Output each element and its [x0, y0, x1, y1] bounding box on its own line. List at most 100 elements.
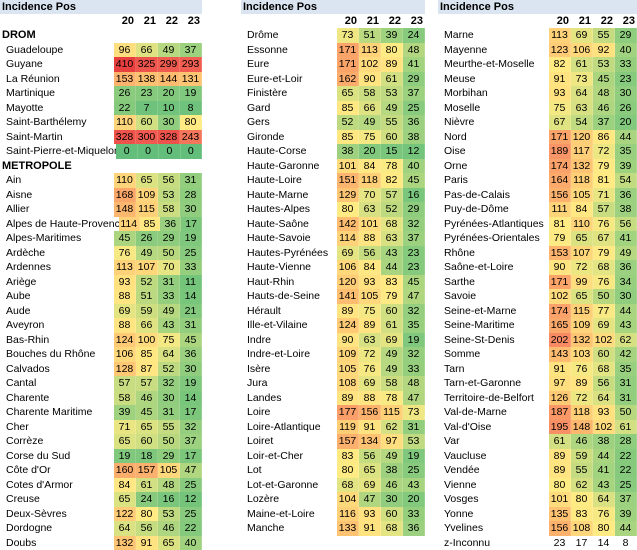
value-cell: 88 [359, 391, 381, 406]
value-cell: 52 [158, 362, 180, 377]
row-label: Savoie [438, 289, 549, 304]
value-cell: 72 [593, 144, 615, 159]
value-cell: 15 [381, 144, 403, 159]
row-label: Hérault [241, 304, 337, 319]
row-label: Corrèze [0, 434, 114, 449]
value-cell: 84 [359, 159, 381, 174]
value-cell: 30 [180, 202, 202, 217]
value-cell: 110 [114, 115, 136, 130]
row-label: Saône-et-Loire [438, 260, 549, 275]
value-cell: 65 [337, 86, 359, 101]
value-cell: 57 [381, 188, 403, 203]
row-label: Pyrénées-Atlantiques [438, 217, 549, 232]
value-cell: 89 [337, 304, 359, 319]
year-header: 23 [180, 14, 202, 28]
value-cell: 49 [381, 101, 403, 116]
value-cell: 60 [136, 115, 158, 130]
value-cell: 30 [158, 115, 180, 130]
row-label: Loire-Atlantique [241, 420, 337, 435]
value-cell: 64 [114, 521, 136, 536]
value-cell: 101 [549, 492, 571, 507]
value-cell: 22 [615, 463, 637, 478]
value-cell: 30 [615, 86, 637, 101]
value-cell: 37 [593, 115, 615, 130]
row-label: Haute-Savoie [241, 231, 337, 246]
value-cell: 32 [403, 217, 425, 232]
row-label: Somme [438, 347, 549, 362]
value-cell: 46 [593, 101, 615, 116]
row-label: Eure [241, 57, 337, 72]
value-cell: 72 [571, 391, 593, 406]
row-label: Hauts-de-Seine [241, 289, 337, 304]
row-label: Vosges [438, 492, 549, 507]
value-cell: 40 [403, 159, 425, 174]
value-cell: 51 [136, 289, 158, 304]
value-cell: 157 [136, 463, 158, 478]
value-cell: 19 [403, 333, 425, 348]
value-cell: 293 [180, 57, 202, 72]
value-cell: 31 [180, 173, 202, 188]
value-cell: 65 [359, 463, 381, 478]
value-cell: 133 [337, 521, 359, 536]
value-cell: 46 [158, 521, 180, 536]
row-label: Hautes-Pyrénées [241, 246, 337, 261]
row-label: Saint-Barthélemy [0, 115, 114, 130]
value-cell: 118 [359, 173, 381, 188]
value-cell: 107 [136, 260, 158, 275]
value-cell: 0 [181, 144, 202, 159]
row-label: Martinique [0, 86, 114, 101]
value-cell: 37 [180, 43, 202, 58]
row-label: Loir-et-Cher [241, 449, 337, 464]
value-cell: 328 [114, 130, 136, 145]
value-cell: 325 [136, 57, 158, 72]
year-header: 22 [381, 14, 403, 28]
value-cell: 20 [403, 492, 425, 507]
value-cell: 102 [593, 333, 615, 348]
value-cell: 43 [158, 318, 180, 333]
value-cell: 156 [549, 521, 571, 536]
value-cell: 48 [593, 86, 615, 101]
value-cell: 88 [359, 231, 381, 246]
value-cell: 23 [136, 86, 158, 101]
value-cell: 49 [381, 347, 403, 362]
year-header: 22 [158, 14, 180, 28]
year-header-spacer [438, 14, 549, 28]
row-label: Jura [241, 376, 337, 391]
value-cell: 12 [180, 492, 202, 507]
year-header: 21 [136, 14, 158, 28]
value-cell: 62 [571, 478, 593, 493]
value-cell: 124 [337, 318, 359, 333]
row-label: Calvados [0, 362, 114, 377]
value-cell: 20 [158, 86, 180, 101]
value-cell: 19 [403, 449, 425, 464]
row-label: Tarn-et-Garonne [438, 376, 549, 391]
value-cell: 67 [549, 115, 571, 130]
value-cell: 107 [571, 246, 593, 261]
panel-title: Incidence Pos [0, 0, 202, 14]
value-cell: 65 [136, 173, 158, 188]
value-cell: 64 [571, 86, 593, 101]
row-label: Meuse [438, 72, 549, 87]
value-cell: 29 [158, 231, 180, 246]
value-cell: 126 [549, 391, 571, 406]
value-cell: 47 [403, 391, 425, 406]
value-cell: 44 [381, 260, 403, 275]
value-cell: 89 [359, 318, 381, 333]
value-cell: 89 [571, 376, 593, 391]
